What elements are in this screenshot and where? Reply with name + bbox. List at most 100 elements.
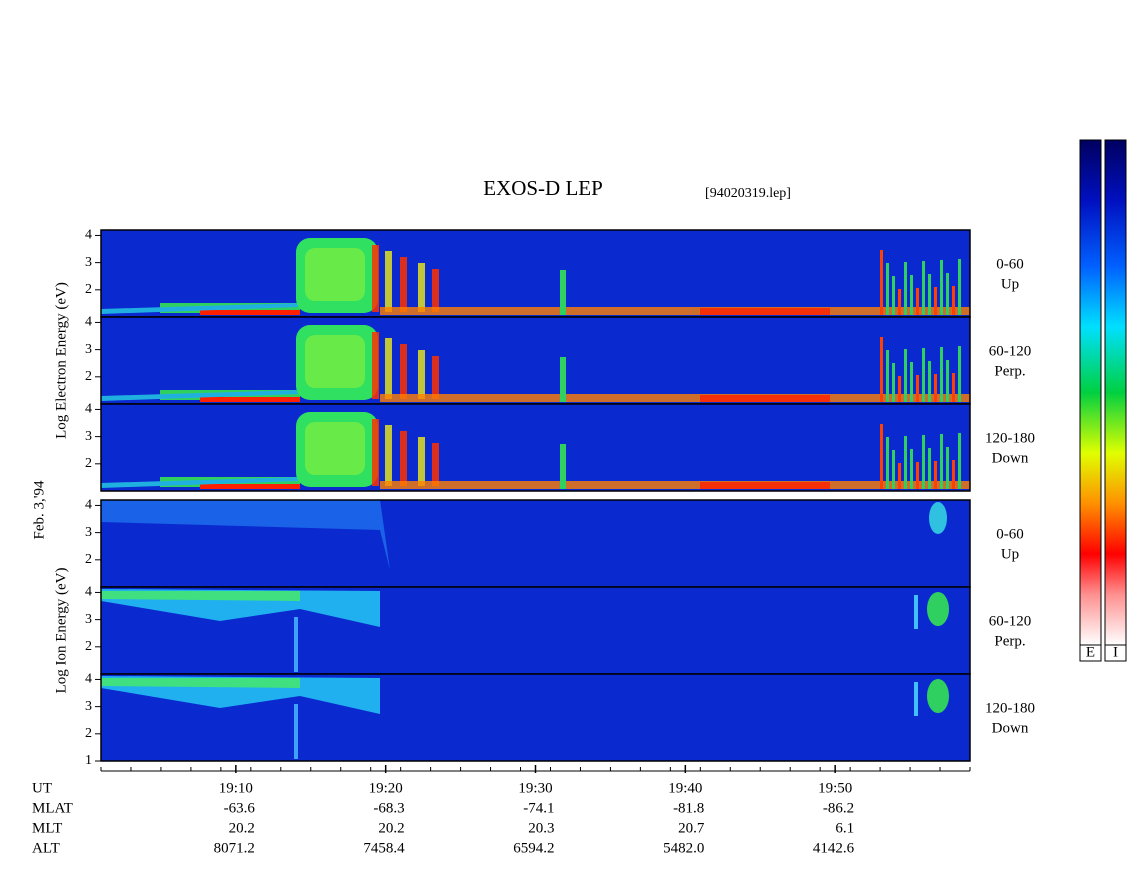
band bbox=[380, 307, 970, 315]
y-tick-label: 3 bbox=[85, 255, 92, 270]
colorbar-label: I bbox=[1113, 644, 1118, 660]
panel-sublabel: Perp. bbox=[994, 363, 1025, 379]
blob bbox=[305, 335, 365, 388]
streak bbox=[958, 433, 961, 489]
streak bbox=[294, 617, 298, 672]
streak bbox=[294, 704, 298, 759]
streak bbox=[892, 276, 895, 315]
streak bbox=[886, 350, 889, 402]
footer-value: -86.2 bbox=[823, 800, 854, 816]
streak bbox=[916, 375, 919, 402]
footer-value: 7458.4 bbox=[363, 840, 405, 856]
footer-label: UT bbox=[32, 780, 52, 796]
blob bbox=[927, 679, 949, 713]
streak bbox=[432, 443, 439, 486]
footer-value: 5482.0 bbox=[663, 840, 704, 856]
band bbox=[700, 308, 830, 315]
streak bbox=[418, 350, 425, 399]
footer-value: 20.3 bbox=[528, 820, 554, 836]
streak bbox=[898, 289, 901, 315]
streak bbox=[372, 419, 379, 486]
footer-value: -63.6 bbox=[224, 800, 256, 816]
footer-value: -81.8 bbox=[673, 800, 704, 816]
streak bbox=[560, 357, 566, 402]
streak bbox=[904, 349, 907, 402]
panel-sublabel: Perp. bbox=[994, 633, 1025, 649]
colorbar bbox=[1079, 139, 1102, 646]
streak bbox=[940, 260, 943, 315]
streak bbox=[372, 332, 379, 399]
spectrogram-background bbox=[101, 230, 970, 317]
band bbox=[101, 678, 300, 688]
streak bbox=[914, 595, 918, 629]
band bbox=[101, 390, 300, 401]
streak bbox=[928, 361, 931, 402]
streak bbox=[880, 337, 883, 402]
y-tick-label: 3 bbox=[85, 342, 92, 357]
footer-value: 6.1 bbox=[835, 820, 854, 836]
blob bbox=[305, 248, 365, 301]
y-tick-label: 4 bbox=[85, 672, 92, 687]
streak bbox=[916, 462, 919, 489]
band bbox=[700, 395, 830, 402]
streak bbox=[892, 363, 895, 402]
x-tick-label: 19:20 bbox=[369, 780, 403, 796]
band bbox=[380, 394, 970, 402]
streak bbox=[886, 263, 889, 315]
streak bbox=[952, 373, 955, 402]
x-tick-label: 19:30 bbox=[518, 780, 552, 796]
streak bbox=[904, 436, 907, 489]
y-tick-label: 2 bbox=[85, 552, 92, 567]
streak bbox=[892, 450, 895, 489]
streak bbox=[958, 346, 961, 402]
streak bbox=[898, 463, 901, 489]
streak bbox=[400, 257, 407, 312]
streak bbox=[928, 274, 931, 315]
footer-value: 20.2 bbox=[378, 820, 404, 836]
streak bbox=[880, 424, 883, 489]
panel-label: 0-60 bbox=[996, 526, 1024, 542]
y-tick-label: 3 bbox=[85, 699, 92, 714]
panel-label: 120-180 bbox=[985, 700, 1035, 716]
y-tick-label: 2 bbox=[85, 456, 92, 471]
x-tick-label: 19:40 bbox=[668, 780, 702, 796]
y-tick-label: 2 bbox=[85, 639, 92, 654]
streak bbox=[400, 344, 407, 399]
streak bbox=[372, 245, 379, 312]
y-tick-label: 1 bbox=[85, 753, 92, 768]
y-tick-label: 4 bbox=[85, 402, 92, 417]
footer-value: -74.1 bbox=[523, 800, 554, 816]
y-tick-label: 3 bbox=[85, 612, 92, 627]
streak bbox=[916, 288, 919, 315]
panel-label: 0-60 bbox=[996, 256, 1024, 272]
streak bbox=[934, 461, 937, 489]
streak bbox=[940, 434, 943, 489]
y-tick-label: 3 bbox=[85, 525, 92, 540]
band bbox=[700, 482, 830, 489]
footer-value: 20.7 bbox=[678, 820, 705, 836]
colorbar-label: E bbox=[1086, 644, 1095, 660]
y-tick-label: 2 bbox=[85, 369, 92, 384]
fade bbox=[101, 500, 390, 570]
streak bbox=[910, 449, 913, 489]
blob bbox=[305, 422, 365, 475]
panel-sublabel: Down bbox=[992, 450, 1029, 466]
streak bbox=[952, 460, 955, 489]
streak bbox=[946, 360, 949, 402]
colorbar-label-box bbox=[1104, 644, 1127, 662]
date-label: Feb. 3,'94 bbox=[31, 480, 47, 539]
streak bbox=[418, 263, 425, 312]
streak bbox=[904, 262, 907, 315]
colorbar-label-box bbox=[1079, 644, 1102, 662]
streak bbox=[898, 376, 901, 402]
blob bbox=[927, 592, 949, 626]
panel-label: 60-120 bbox=[989, 613, 1032, 629]
colorbars: E I bbox=[1079, 139, 1127, 662]
streak bbox=[910, 275, 913, 315]
panel-sublabel: Down bbox=[992, 720, 1029, 736]
streak bbox=[928, 448, 931, 489]
footer-value: 8071.2 bbox=[214, 840, 255, 856]
panel-label: 120-180 bbox=[985, 430, 1035, 446]
footer-value: 4142.6 bbox=[813, 840, 855, 856]
footer-label: MLT bbox=[32, 820, 62, 836]
